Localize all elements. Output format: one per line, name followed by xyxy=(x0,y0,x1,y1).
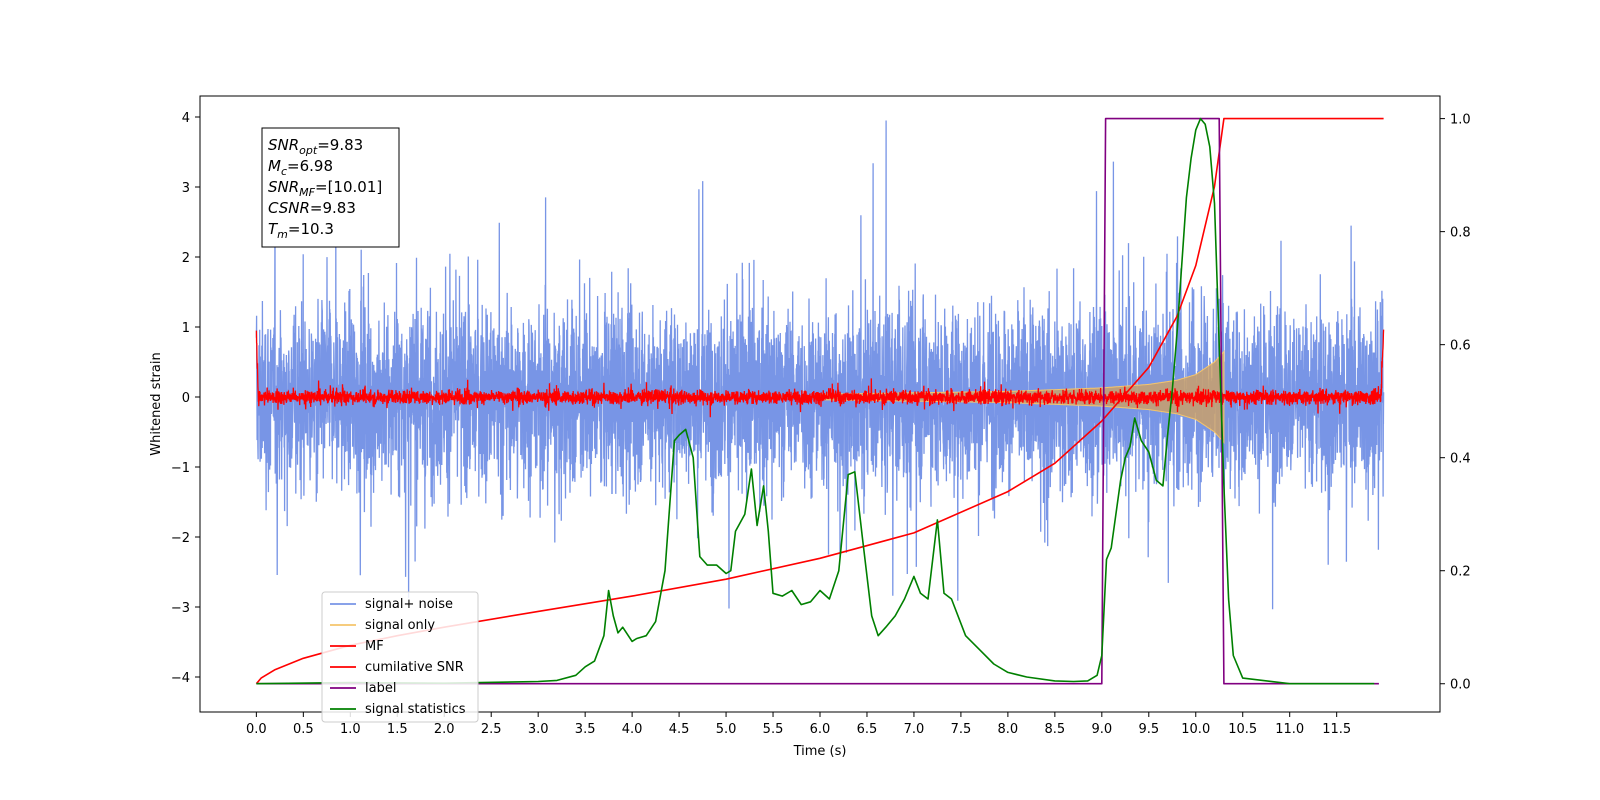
y-left-tick-label: 0 xyxy=(182,391,190,406)
info-line: CSNR=9.83 xyxy=(268,199,356,217)
x-tick-label: 0.5 xyxy=(293,722,314,737)
legend: signal+ noise signal only MF cumilative SNR… xyxy=(321,591,479,723)
info-line: Tm=10.3 xyxy=(268,220,334,241)
series-label xyxy=(256,117,1379,685)
series-cumulative-snr xyxy=(255,117,1384,685)
x-tick-label: 2.0 xyxy=(434,722,455,737)
x-tick-label: 9.5 xyxy=(1138,722,1159,737)
x-tick-label: 10.5 xyxy=(1228,722,1257,737)
x-tick-label: 8.5 xyxy=(1045,722,1066,737)
x-tick-label: 7.5 xyxy=(951,722,972,737)
series-mf xyxy=(255,329,1385,418)
legend-item-label: label xyxy=(330,681,396,696)
legend-label: signal statistics xyxy=(365,702,466,717)
x-tick-label: 1.5 xyxy=(387,722,408,737)
legend-item-signal-statistics: signal statistics xyxy=(330,702,466,717)
y-right-tick-label: 1.0 xyxy=(1450,113,1471,128)
x-tick-label: 6.5 xyxy=(857,722,878,737)
legend-item-signal-only: signal only xyxy=(330,618,435,633)
y-right-tick-label: 0.2 xyxy=(1450,565,1471,580)
x-tick-label: 4.0 xyxy=(622,722,643,737)
y-left-tick-label: 4 xyxy=(182,111,190,126)
legend-label: label xyxy=(365,681,396,696)
info-box: SNRopt=9.83Mc=6.98SNRMF=[10.01]CSNR=9.83… xyxy=(261,127,400,248)
x-tick-label: 0.0 xyxy=(246,722,267,737)
legend-label: cumilative SNR xyxy=(365,660,464,675)
info-box-frame xyxy=(261,127,400,248)
y-left-tick-label: −3 xyxy=(171,601,190,616)
y-right-tick-label: 0.4 xyxy=(1450,452,1471,467)
legend-label: MF xyxy=(365,639,384,654)
x-tick-label: 1.0 xyxy=(340,722,361,737)
x-tick-label: 5.5 xyxy=(763,722,784,737)
legend-frame xyxy=(321,591,479,723)
y-left-tick-label: −2 xyxy=(171,531,190,546)
x-tick-label: 11.5 xyxy=(1322,722,1351,737)
x-tick-label: 7.0 xyxy=(904,722,925,737)
info-line: SNRopt=9.83 xyxy=(268,136,363,157)
legend-label: signal+ noise xyxy=(365,597,453,612)
x-tick-label: 11.0 xyxy=(1275,722,1304,737)
info-line: Mc=6.98 xyxy=(268,157,333,178)
x-tick-label: 5.0 xyxy=(716,722,737,737)
info-line: SNRMF=[10.01] xyxy=(268,178,382,199)
y-left-tick-label: −4 xyxy=(171,671,190,686)
x-tick-label: 3.5 xyxy=(575,722,596,737)
x-tick-label: 8.0 xyxy=(998,722,1019,737)
legend-label: signal only xyxy=(365,618,435,633)
x-tick-label: 3.0 xyxy=(528,722,549,737)
y-right-tick-label: 0.0 xyxy=(1450,678,1471,693)
axes-layer: 0.0 0.5 1.0 1.5 2.0 2.5 3.0 3.5 4.0 4.5 5.0 5.5 6.0 6… xyxy=(171,111,1471,737)
x-tick-label: 6.0 xyxy=(810,722,831,737)
x-axis-label: Time (s) xyxy=(793,744,847,759)
series-signal-statistics xyxy=(256,117,1375,685)
series-layer xyxy=(255,117,1385,685)
legend-item-cumulative-snr: cumilative SNR xyxy=(330,660,464,675)
y-left-tick-label: −1 xyxy=(171,461,190,476)
legend-item-signal-noise: signal+ noise xyxy=(330,597,453,612)
y-right-tick-label: 0.6 xyxy=(1450,339,1471,354)
y-left-tick-label: 1 xyxy=(182,321,190,336)
y-axis-label-left: Whitened strain xyxy=(149,352,164,455)
legend-item-mf: MF xyxy=(330,639,384,654)
y-left-tick-label: 2 xyxy=(182,251,190,266)
x-tick-label: 2.5 xyxy=(481,722,502,737)
x-tick-label: 10.0 xyxy=(1181,722,1210,737)
x-tick-label: 9.0 xyxy=(1091,722,1112,737)
x-tick-label: 4.5 xyxy=(669,722,690,737)
y-left-tick-label: 3 xyxy=(182,181,190,196)
y-right-tick-label: 0.8 xyxy=(1450,226,1471,241)
